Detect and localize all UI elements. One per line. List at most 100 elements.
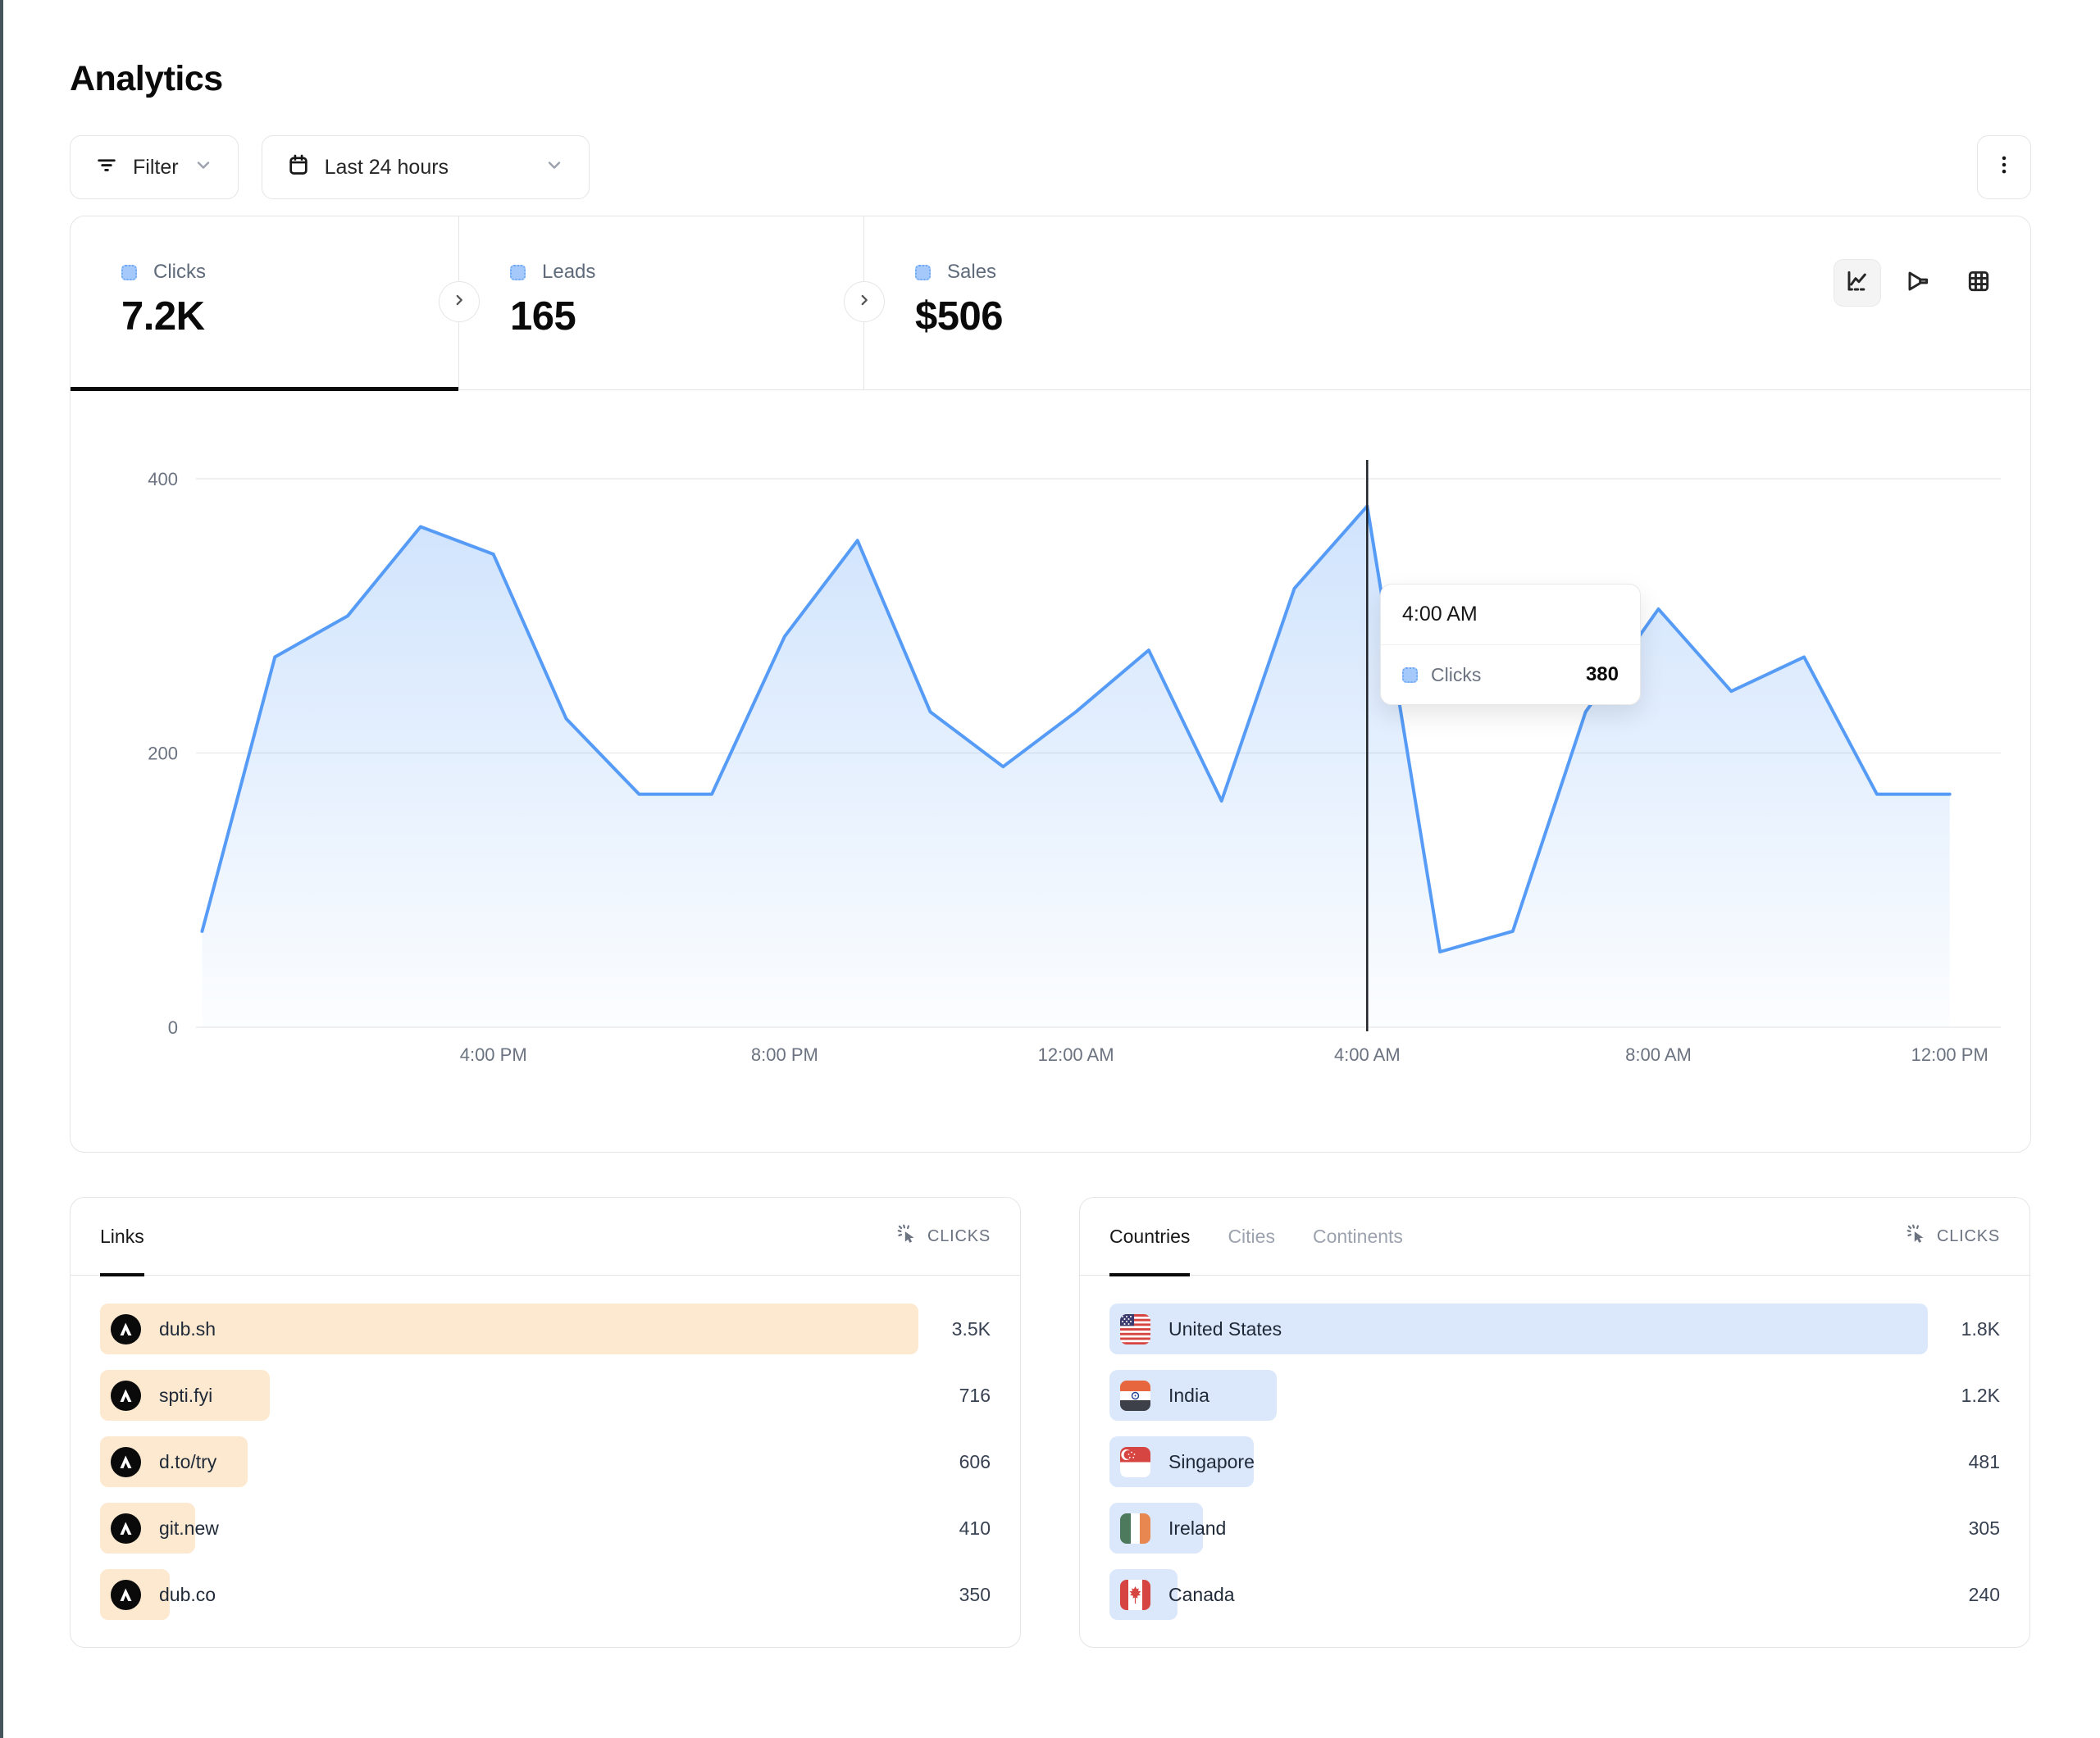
table-row[interactable]: dub.sh 3.5K bbox=[100, 1304, 991, 1354]
table-row[interactable]: United States 1.8K bbox=[1109, 1304, 2000, 1354]
table-row[interactable]: d.to/try 606 bbox=[100, 1436, 991, 1487]
row-name: dub.sh bbox=[159, 1317, 216, 1340]
funnel-icon bbox=[1905, 268, 1931, 298]
filter-button[interactable]: Filter bbox=[70, 135, 239, 199]
bar-zone: Ireland bbox=[1109, 1503, 1928, 1554]
bottom-panels: Links CLICKS dub.sh 3.5K spti.fyi 716 d.to/t… bbox=[70, 1197, 2031, 1648]
expand-clicks-button[interactable] bbox=[439, 281, 480, 322]
row-name: India bbox=[1168, 1384, 1209, 1406]
y-axis-tick-label: 400 bbox=[148, 469, 178, 489]
tooltip-value: 380 bbox=[1585, 663, 1619, 685]
tab-clicks[interactable]: Clicks 7.2K bbox=[71, 216, 459, 391]
countries-metric-sort[interactable]: CLICKS bbox=[1906, 1223, 2000, 1249]
clicks-area-chart: 0 200 400 4:00 PM 8:00 PM 12:00 AM 4:00 AM 8:00… bbox=[148, 460, 2001, 1065]
table-view-button[interactable] bbox=[1955, 259, 2002, 307]
links-list: dub.sh 3.5K spti.fyi 716 d.to/try 606 git.new 4… bbox=[71, 1276, 1020, 1620]
countries-metric-label: CLICKS bbox=[1936, 1226, 2000, 1245]
link-logo-icon bbox=[111, 1380, 141, 1411]
date-range-button[interactable]: Last 24 hours bbox=[261, 135, 590, 199]
row-value: 410 bbox=[959, 1517, 991, 1539]
line-chart-icon bbox=[1844, 268, 1870, 298]
row-name: United States bbox=[1168, 1317, 1282, 1340]
bar-zone: d.to/try bbox=[100, 1436, 918, 1487]
us-flag-icon bbox=[1120, 1313, 1150, 1344]
links-metric-sort[interactable]: CLICKS bbox=[896, 1223, 991, 1249]
value-bar bbox=[1109, 1304, 1928, 1354]
stat-label: Leads bbox=[542, 261, 596, 283]
bar-zone: India bbox=[1109, 1370, 1928, 1421]
funnel-view-button[interactable] bbox=[1894, 259, 1942, 307]
links-panel: Links CLICKS dub.sh 3.5K spti.fyi 716 d.to/t… bbox=[70, 1197, 1021, 1648]
tab-leads[interactable]: Leads 165 bbox=[459, 216, 864, 389]
table-row[interactable]: Singapore 481 bbox=[1109, 1436, 2000, 1487]
countries-list: United States 1.8K India 1.2K Singapore 481 Ir… bbox=[1080, 1276, 2029, 1620]
analytics-page: Analytics Filter Last 24 hours bbox=[70, 0, 2031, 1648]
tab-continents[interactable]: Continents bbox=[1313, 1198, 1403, 1275]
x-axis-tick-label: 8:00 PM bbox=[751, 1044, 818, 1065]
table-row[interactable]: git.new 410 bbox=[100, 1503, 991, 1554]
leads-legend-swatch bbox=[510, 264, 526, 280]
bar-zone: Canada bbox=[1109, 1569, 1928, 1620]
table-row[interactable]: dub.co 350 bbox=[100, 1569, 991, 1620]
stat-value: 7.2K bbox=[121, 294, 205, 339]
tab-continents-label: Continents bbox=[1312, 1225, 1403, 1247]
tab-cities-label: Cities bbox=[1228, 1225, 1275, 1247]
row-value: 305 bbox=[1968, 1517, 2000, 1539]
table-row[interactable]: Canada 240 bbox=[1109, 1569, 2000, 1620]
stat-label: Sales bbox=[947, 261, 997, 283]
x-axis-tick-label: 4:00 AM bbox=[1334, 1044, 1401, 1065]
tab-cities[interactable]: Cities bbox=[1228, 1198, 1275, 1275]
more-options-button[interactable] bbox=[1977, 135, 2031, 199]
tooltip-time: 4:00 AM bbox=[1381, 585, 1640, 645]
row-value: 606 bbox=[959, 1450, 991, 1472]
chevron-down-icon bbox=[194, 155, 213, 180]
page-title: Analytics bbox=[70, 59, 223, 98]
table-row[interactable]: India 1.2K bbox=[1109, 1370, 2000, 1421]
calendar-icon bbox=[287, 153, 310, 182]
date-range-label: Last 24 hours bbox=[324, 155, 449, 179]
row-name: Canada bbox=[1168, 1583, 1235, 1605]
link-logo-icon bbox=[111, 1579, 141, 1610]
row-name: dub.co bbox=[159, 1583, 216, 1605]
kebab-menu-icon bbox=[1993, 154, 2015, 181]
row-name: Ireland bbox=[1168, 1517, 1227, 1539]
line-chart-view-button[interactable] bbox=[1834, 259, 1881, 307]
filter-lines-icon bbox=[95, 153, 118, 182]
tab-links[interactable]: Links bbox=[100, 1198, 144, 1276]
x-axis-tick-label: 12:00 AM bbox=[1038, 1044, 1114, 1065]
row-value: 350 bbox=[959, 1583, 991, 1605]
stat-value: 165 bbox=[510, 294, 576, 339]
link-logo-icon bbox=[111, 1446, 141, 1477]
active-tab-underline bbox=[71, 387, 458, 391]
toolbar: Filter Last 24 hours bbox=[70, 135, 2031, 199]
ie-flag-icon bbox=[1120, 1513, 1150, 1544]
bar-zone: dub.co bbox=[100, 1569, 918, 1620]
tab-sales[interactable]: Sales $506 bbox=[864, 216, 2030, 389]
table-row[interactable]: spti.fyi 716 bbox=[100, 1370, 991, 1421]
row-value: 1.8K bbox=[1961, 1317, 2000, 1340]
row-name: d.to/try bbox=[159, 1450, 217, 1472]
table-row[interactable]: Ireland 305 bbox=[1109, 1503, 2000, 1554]
expand-leads-button[interactable] bbox=[844, 281, 885, 322]
row-value: 3.5K bbox=[951, 1317, 991, 1340]
analytics-chart-card: Clicks 7.2K Leads 165 Sales $506 bbox=[70, 216, 2031, 1153]
tab-countries[interactable]: Countries bbox=[1109, 1198, 1191, 1276]
x-axis-tick-label: 12:00 PM bbox=[1911, 1044, 1988, 1065]
cursor-click-icon bbox=[896, 1223, 918, 1249]
stat-label: Clicks bbox=[153, 261, 206, 283]
bar-zone: Singapore bbox=[1109, 1436, 1928, 1487]
ca-flag-icon bbox=[1120, 1579, 1150, 1610]
stat-value: $506 bbox=[915, 294, 1004, 339]
sg-flag-icon bbox=[1120, 1446, 1150, 1477]
chart-type-switcher bbox=[1834, 259, 2002, 307]
stats-tabs-row: Clicks 7.2K Leads 165 Sales $506 bbox=[71, 216, 2030, 391]
countries-panel-header: Countries Cities Continents bbox=[1080, 1198, 2029, 1276]
sales-legend-swatch bbox=[915, 264, 931, 280]
cursor-click-icon bbox=[1906, 1223, 1927, 1249]
x-axis-tick-label: 4:00 PM bbox=[460, 1044, 527, 1065]
time-series-chart[interactable]: 0 200 400 4:00 PM 8:00 PM 12:00 AM 4:00 AM 8:00… bbox=[71, 390, 2030, 1152]
row-value: 1.2K bbox=[1961, 1384, 2000, 1406]
row-name: spti.fyi bbox=[159, 1384, 213, 1406]
bar-zone: United States bbox=[1109, 1304, 1928, 1354]
chart-tooltip: 4:00 AM Clicks 380 bbox=[1380, 584, 1641, 705]
